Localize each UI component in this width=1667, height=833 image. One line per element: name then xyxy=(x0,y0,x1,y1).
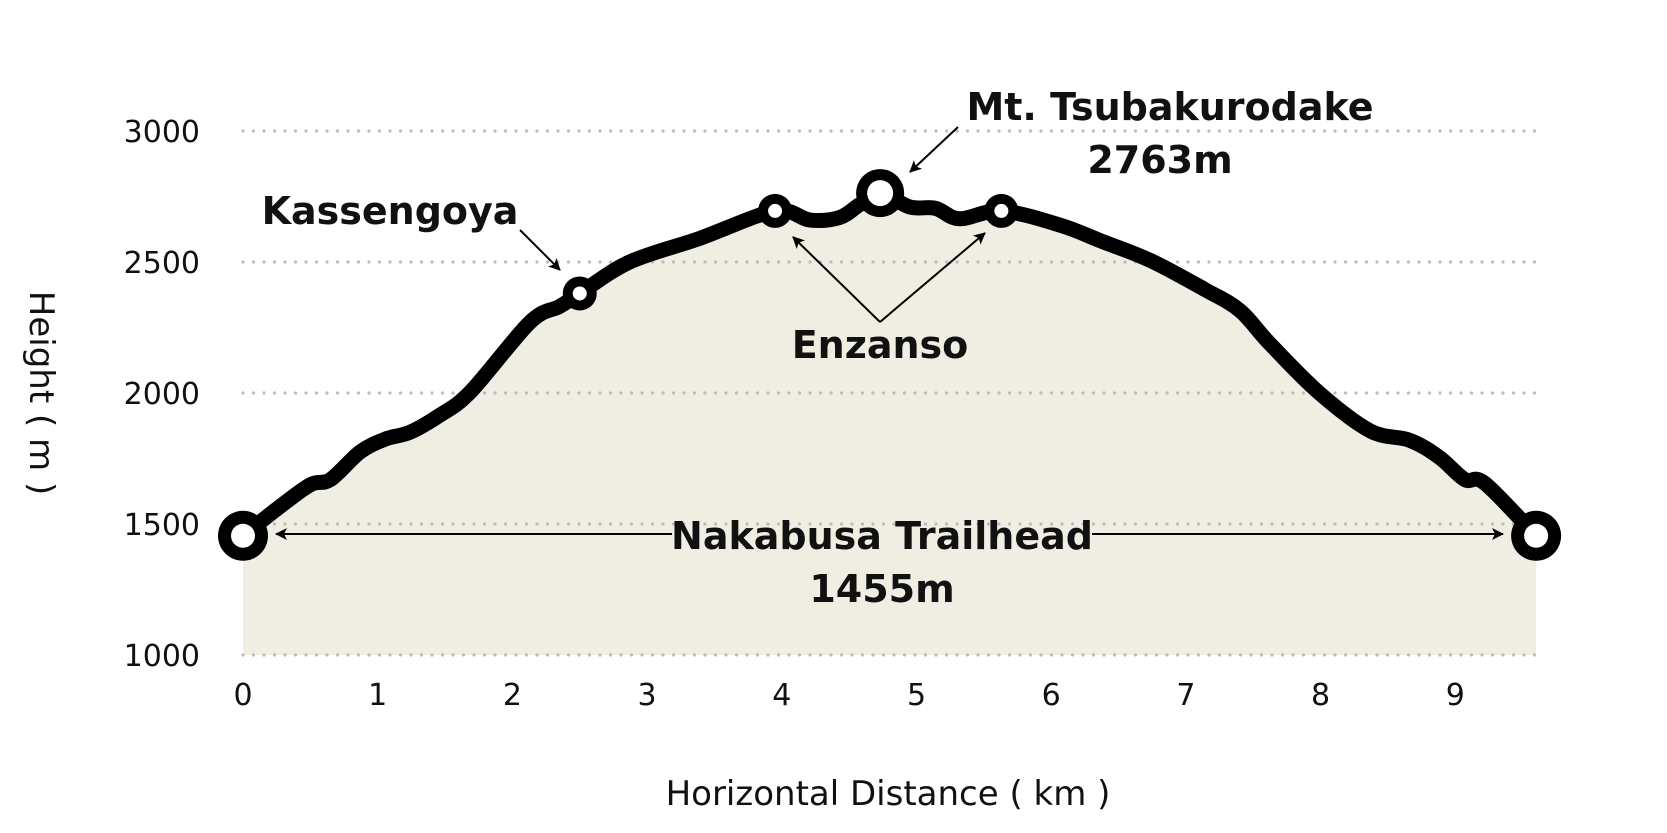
x-tick-label: 5 xyxy=(907,678,926,713)
annotation-arrows xyxy=(275,126,1504,540)
x-tick-label: 2 xyxy=(503,678,522,713)
x-tick-label: 8 xyxy=(1311,678,1330,713)
x-axis-title: Horizontal Distance ( km ) xyxy=(666,774,1111,814)
x-tick-label: 9 xyxy=(1446,678,1465,713)
kassengoya-arrow xyxy=(519,229,561,271)
summit-arrow xyxy=(909,126,959,173)
x-tick-label: 1 xyxy=(368,678,387,713)
enzanso-arrow-left xyxy=(792,236,881,323)
waypoint-marker-center xyxy=(1524,523,1549,548)
y-tick-label: 2500 xyxy=(124,246,200,281)
x-tick-label: 7 xyxy=(1176,678,1195,713)
x-tick-label: 6 xyxy=(1042,678,1061,713)
enzanso-arrow-right xyxy=(879,232,986,323)
y-tick-label: 3000 xyxy=(124,115,200,150)
waypoint-marker-center xyxy=(994,203,1009,218)
x-axis-ticks: 0 1 2 3 4 5 6 7 8 9 xyxy=(233,678,1464,713)
y-axis-ticks: 3000 2500 2000 1500 1000 xyxy=(124,115,200,674)
summit-label: Mt. Tsubakurodake xyxy=(966,85,1373,129)
x-tick-label: 0 xyxy=(233,678,252,713)
trailhead-height-label: 1455m xyxy=(809,567,954,611)
waypoint-marker-center xyxy=(768,203,783,218)
waypoint-marker-center xyxy=(867,180,894,207)
y-tick-label: 2000 xyxy=(124,377,200,412)
y-tick-label: 1000 xyxy=(124,639,200,674)
kassengoya-label: Kassengoya xyxy=(262,189,519,233)
waypoint-marker-center xyxy=(231,523,255,548)
enzanso-label: Enzanso xyxy=(792,323,969,367)
x-tick-label: 3 xyxy=(638,678,657,713)
summit-height-label: 2763m xyxy=(1087,138,1232,182)
y-tick-label: 1500 xyxy=(124,508,200,543)
trailhead-label: Nakabusa Trailhead xyxy=(671,514,1093,558)
waypoint-markers xyxy=(218,169,1562,561)
waypoint-marker-center xyxy=(572,286,587,301)
y-axis-title: Height ( m ) xyxy=(21,291,61,495)
x-tick-label: 4 xyxy=(772,678,791,713)
